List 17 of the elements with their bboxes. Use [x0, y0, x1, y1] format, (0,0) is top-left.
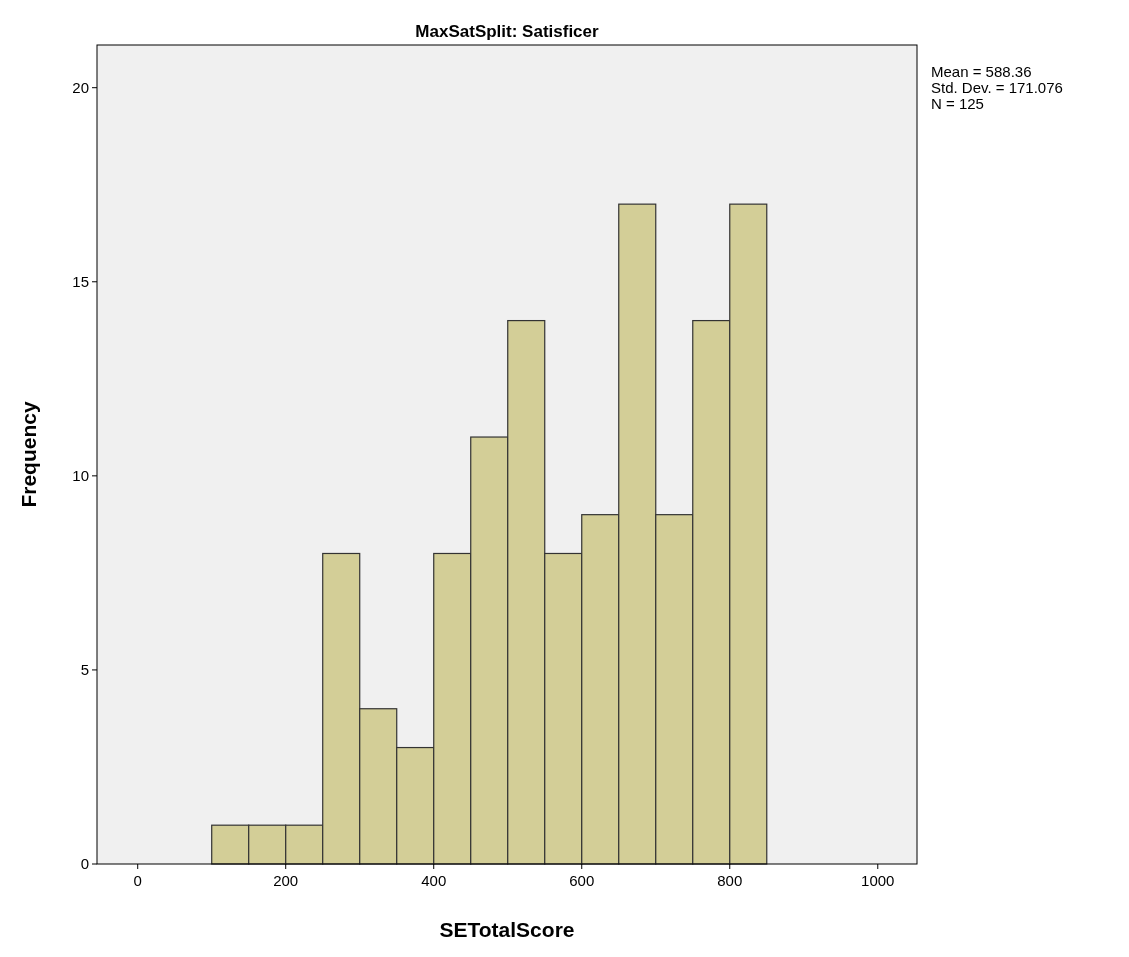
- x-tick-label: 600: [569, 872, 595, 889]
- y-tick-label: 10: [72, 466, 89, 484]
- y-tick-label: 5: [80, 660, 89, 678]
- y-axis-title: Frequency: [17, 401, 40, 508]
- text: Std. Dev. = 171.076: [931, 79, 1063, 96]
- x-tick-label: 400: [421, 872, 447, 889]
- x-tick-label: 800: [717, 872, 743, 889]
- x-tick-label: 0: [133, 872, 142, 889]
- text: Mean = 588.36: [931, 63, 1032, 80]
- x-tick-label: 200: [273, 872, 299, 889]
- y-tick-label: 15: [72, 272, 89, 290]
- chart-title: MaxSatSplit: Satisficer: [415, 22, 600, 41]
- text: N = 125: [931, 95, 984, 112]
- y-tick-label: 20: [72, 78, 89, 96]
- x-tick-label: 1000: [861, 872, 895, 889]
- x-axis-title: SETotalScore: [439, 918, 575, 941]
- y-tick-label: 0: [80, 855, 89, 872]
